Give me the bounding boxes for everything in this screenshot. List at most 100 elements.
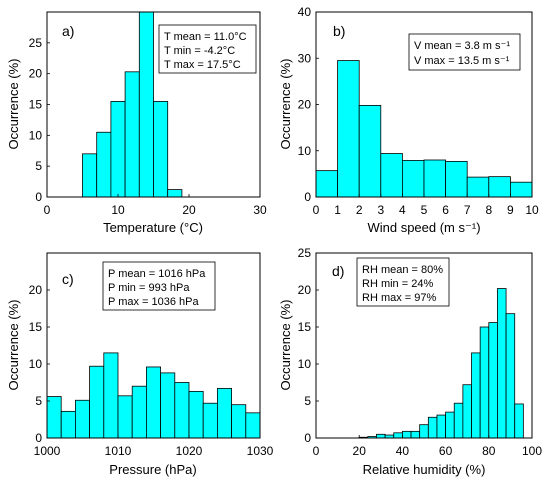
x-tick-label: 0 <box>44 203 51 217</box>
histogram-bar <box>423 159 447 198</box>
stats-line: P mean = 1016 hPa <box>108 268 206 280</box>
y-tick-label: 20 <box>29 67 43 81</box>
histogram-bar <box>509 181 533 198</box>
x-axis-label: Pressure (hPa) <box>109 462 196 477</box>
x-tick-label: 2 <box>356 203 363 217</box>
x-tick-label: 1020 <box>176 444 203 458</box>
y-tick-label: 15 <box>298 320 312 334</box>
histogram-bar <box>471 352 481 439</box>
histogram-bar <box>145 366 161 439</box>
histogram-bar <box>497 288 507 439</box>
histogram-bar <box>410 430 421 439</box>
y-tick-label: 0 <box>304 190 311 204</box>
y-tick-label: 30 <box>298 51 312 65</box>
y-tick-labels: 0 10 20 30 40 <box>298 5 319 204</box>
histogram-bar <box>89 365 105 439</box>
histogram-bar <box>124 71 140 198</box>
histogram-bar <box>96 131 112 198</box>
x-axis-label: Wind speed (m s⁻¹) <box>367 220 480 235</box>
stats-line: P max = 1036 hPa <box>108 296 199 308</box>
histogram-bar <box>245 412 261 439</box>
histogram-bar <box>488 176 511 198</box>
histogram-bar <box>60 410 76 439</box>
stats-box <box>102 261 216 311</box>
histogram-bar <box>445 160 468 198</box>
x-tick-label: 8 <box>485 203 492 217</box>
histogram-bar <box>453 402 464 439</box>
panel-a: 0 10 20 30 0 5 10 15 20 25 a) T mean = 11.0°C T … <box>6 11 267 235</box>
x-tick-label: 40 <box>396 444 410 458</box>
x-tick-label: 20 <box>182 203 196 217</box>
x-tick-label: 1000 <box>34 444 61 458</box>
y-axis-label: Occurrence (%) <box>6 58 21 149</box>
stats-line: T mean = 11.0°C <box>164 31 247 43</box>
histogram-bar <box>462 384 472 439</box>
x-tick-label: 0 <box>313 203 320 217</box>
y-tick-label: 10 <box>298 357 312 371</box>
x-tick-label: 7 <box>464 203 471 217</box>
histogram-bar <box>380 153 403 198</box>
histogram-bar <box>337 60 360 198</box>
bars <box>82 11 183 198</box>
histogram-bar <box>514 403 524 439</box>
panel-label: a) <box>62 23 74 39</box>
x-tick-label: 10 <box>525 203 539 217</box>
y-tick-label: 5 <box>35 394 42 408</box>
y-tick-label: 20 <box>298 98 312 112</box>
x-tick-label: 1 <box>334 203 341 217</box>
stats-line: T min = -4.2°C <box>164 45 235 57</box>
y-tick-label: 25 <box>29 36 43 50</box>
histogram-bar <box>445 411 455 439</box>
y-tick-label: 5 <box>304 394 311 408</box>
histogram-bar <box>427 416 438 439</box>
histogram-bar <box>231 404 247 439</box>
histogram-bar <box>117 395 133 439</box>
x-tick-labels: 0 1 2 3 4 5 6 7 8 9 10 <box>313 194 539 217</box>
stats-box <box>158 24 257 74</box>
x-tick-label: 20 <box>353 444 367 458</box>
x-tick-label: 60 <box>439 444 453 458</box>
histogram-bar <box>216 388 232 439</box>
y-axis-label: Occurrence (%) <box>278 299 293 390</box>
histogram-bar <box>167 189 183 198</box>
plot-frame <box>46 252 261 439</box>
y-tick-label: 0 <box>35 190 42 204</box>
x-tick-labels: 0 20 40 60 80 100 <box>313 435 542 458</box>
x-tick-label: 9 <box>507 203 514 217</box>
histogram-bar <box>138 11 154 198</box>
plot-frame <box>315 11 533 198</box>
y-tick-labels: 0 5 10 15 20 25 <box>29 36 50 204</box>
stats-line: T max = 17.5°C <box>164 59 241 71</box>
x-tick-label: 1030 <box>247 444 274 458</box>
stats-line: RH mean = 80% <box>362 264 443 276</box>
x-tick-label: 4 <box>399 203 406 217</box>
panel-label: c) <box>62 271 74 287</box>
plot-frame <box>46 11 261 198</box>
histogram-bar <box>188 390 204 439</box>
histogram-bar <box>46 396 62 439</box>
histogram-bar <box>202 402 218 439</box>
x-tick-label: 0 <box>313 444 320 458</box>
histogram-bar <box>436 414 446 439</box>
histogram-bar <box>160 372 176 439</box>
histogram-bar <box>110 101 126 198</box>
bars <box>315 60 533 198</box>
stats-box <box>408 33 521 71</box>
stats-line: P min = 993 hPa <box>108 282 190 294</box>
y-tick-label: 10 <box>298 144 312 158</box>
histogram-bar <box>82 153 98 198</box>
panel-d: 0 20 40 60 80 100 0 5 10 15 20 25 d) RH mean = 80%… <box>278 246 542 477</box>
plot-frame <box>315 252 533 439</box>
histogram-bar <box>401 430 412 439</box>
y-tick-label: 20 <box>29 283 43 297</box>
x-tick-label: 3 <box>377 203 384 217</box>
histogram-bar <box>419 424 429 439</box>
y-tick-label: 10 <box>29 357 43 371</box>
stats-box <box>356 257 450 307</box>
panel-label: d) <box>332 263 344 279</box>
y-tick-label: 25 <box>298 246 312 260</box>
histogram-bar <box>131 385 147 439</box>
y-tick-label: 10 <box>29 128 43 142</box>
